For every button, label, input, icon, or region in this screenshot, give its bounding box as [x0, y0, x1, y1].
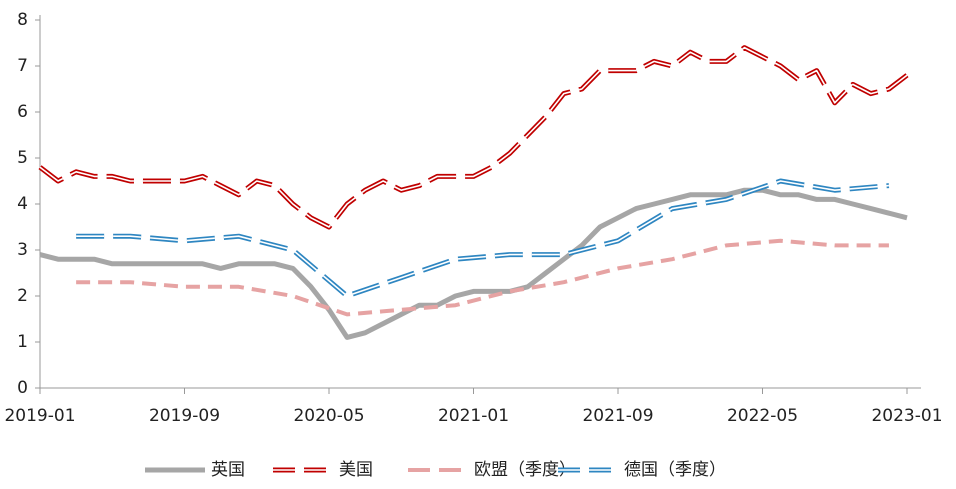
y-tick-label: 6	[17, 102, 28, 122]
x-tick-label: 2021-01	[438, 406, 509, 426]
legend-label: 美国	[339, 460, 373, 480]
legend-label: 欧盟（季度）	[474, 460, 576, 480]
series-line	[76, 238, 889, 317]
x-tick-label: 2020-05	[293, 406, 364, 426]
x-tick-label: 2019-01	[4, 406, 75, 426]
x-tick-label: 2021-09	[582, 406, 653, 426]
y-tick-label: 3	[17, 240, 28, 260]
y-tick-label: 8	[17, 10, 28, 30]
series-line-inner	[76, 180, 890, 297]
series-line	[39, 187, 908, 340]
y-tick-label: 4	[17, 194, 28, 214]
y-tick-label: 7	[17, 56, 28, 76]
x-tick-label: 2022-05	[727, 406, 798, 426]
series-line	[76, 178, 890, 299]
y-tick-label: 2	[17, 286, 28, 306]
y-tick-label: 0	[17, 378, 28, 398]
y-tick-label: 5	[17, 148, 28, 168]
y-tick-label: 1	[17, 332, 28, 352]
legend-label: 德国（季度）	[624, 460, 726, 480]
legend-label: 英国	[211, 460, 245, 480]
series-line	[38, 45, 909, 230]
x-tick-label: 2019-09	[149, 406, 220, 426]
x-tick-label: 2023-01	[871, 406, 942, 426]
series-line-inner	[39, 46, 908, 228]
